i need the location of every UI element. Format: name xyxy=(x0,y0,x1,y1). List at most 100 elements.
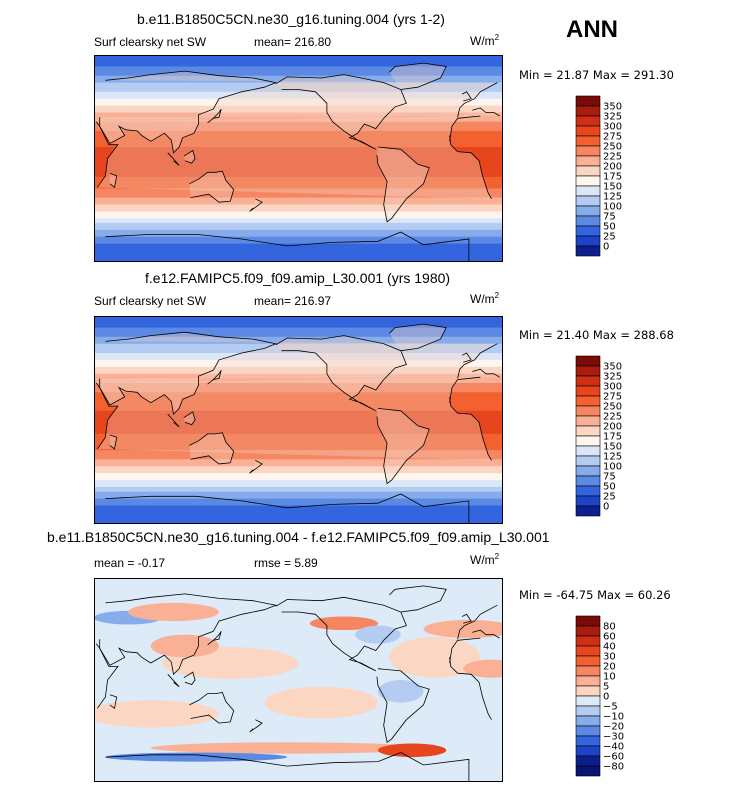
zonal-band xyxy=(94,195,503,199)
zonal-band xyxy=(94,213,503,217)
colorbar-1-swatch-2 xyxy=(575,115,601,127)
diff-anomaly xyxy=(128,602,219,622)
land-tint xyxy=(207,109,222,123)
zonal-band xyxy=(94,401,503,405)
colorbar-1-tick-label: 100 xyxy=(603,202,622,213)
colorbar-1-swatch-6 xyxy=(575,155,601,167)
land-tint xyxy=(249,460,263,474)
zonal-band xyxy=(94,493,503,497)
colorbar-1-swatch-10 xyxy=(575,195,601,207)
units-exponent: 2 xyxy=(494,291,500,300)
zonal-band xyxy=(94,183,503,187)
colorbar-3-swatch-12 xyxy=(575,735,601,747)
colorbar-1-tick-label: 325 xyxy=(603,112,622,123)
coastline xyxy=(389,62,447,90)
zonal-band xyxy=(94,218,503,222)
land-tint xyxy=(183,150,196,164)
zonal-band xyxy=(94,378,503,382)
colorbar-2-tick-label: 25 xyxy=(603,492,616,503)
panel-3-rmse: rmse = 5.89 xyxy=(254,556,318,570)
coastline xyxy=(376,146,430,223)
zonal-band xyxy=(94,167,503,171)
zonal-band xyxy=(94,431,503,435)
zonal-band xyxy=(94,329,503,333)
colorbar-2-tick-label: 350 xyxy=(603,362,622,373)
coastline xyxy=(183,411,196,426)
zonal-band xyxy=(94,482,503,486)
zonal-band xyxy=(94,461,503,465)
zonal-band xyxy=(94,80,503,84)
colorbar-3-swatch-5 xyxy=(575,665,601,677)
land-tint xyxy=(189,171,234,203)
colorbar-3-tick-label: 5 xyxy=(603,682,609,693)
zonal-band xyxy=(94,357,503,361)
colorbar-1-swatch-9 xyxy=(575,185,601,197)
coastline xyxy=(109,173,118,189)
zonal-band xyxy=(94,320,503,324)
zonal-band xyxy=(94,68,503,72)
zonal-band xyxy=(94,153,503,157)
panel-2-units: W/m2 xyxy=(470,291,499,306)
zonal-band xyxy=(94,399,503,403)
colorbar-2-tick-label: 125 xyxy=(603,452,622,463)
map-field-1 xyxy=(94,316,503,524)
land-tint xyxy=(189,432,234,464)
zonal-band xyxy=(94,241,503,245)
zonal-band xyxy=(94,188,503,192)
zonal-band xyxy=(94,459,503,463)
panel-3-units: W/m2 xyxy=(470,552,499,567)
panel-2-field-label: Surf clearsky net SW xyxy=(94,294,207,308)
zonal-band xyxy=(94,216,503,219)
zonal-band xyxy=(94,477,503,481)
land-tint xyxy=(376,147,430,222)
zonal-band xyxy=(94,151,503,155)
colorbar-3-tick-label: −80 xyxy=(603,762,624,773)
colorbar-2-swatch-9 xyxy=(575,445,601,457)
map-frame xyxy=(94,578,503,782)
zonal-band xyxy=(94,172,503,176)
panel-1-mean: mean= 216.80 xyxy=(254,35,332,49)
zonal-band xyxy=(94,239,503,242)
zonal-band xyxy=(94,424,503,428)
zonal-band xyxy=(94,413,503,416)
zonal-band xyxy=(94,89,503,93)
colorbar-3-tick-label: 0 xyxy=(603,692,609,703)
zonal-band xyxy=(94,170,503,173)
units-text: W/m xyxy=(470,34,495,48)
zonal-band xyxy=(94,128,503,132)
colorbar-3-tick-label: −20 xyxy=(603,722,624,733)
zonal-band xyxy=(94,193,503,196)
map-field-2 xyxy=(94,578,503,782)
zonal-band xyxy=(94,140,503,143)
zonal-band xyxy=(94,114,503,118)
zonal-band xyxy=(94,512,503,516)
zonal-band xyxy=(94,489,503,493)
colorbar-2-tick-label: 200 xyxy=(603,422,622,433)
coastline xyxy=(461,613,472,624)
zonal-band xyxy=(94,517,503,520)
colorbar-3-swatch-2 xyxy=(575,635,601,647)
zonal-band xyxy=(94,209,503,212)
zonal-band xyxy=(94,498,503,502)
coastline xyxy=(105,231,470,262)
zonal-band xyxy=(94,94,503,97)
colorbar-1-swatch-4 xyxy=(575,135,601,147)
coastline xyxy=(105,493,470,524)
colorbar-2-swatch-4 xyxy=(575,395,601,407)
colorbar-2-swatch-2 xyxy=(575,375,601,387)
zonal-band xyxy=(94,355,503,359)
coastline xyxy=(99,593,278,676)
coastline xyxy=(99,70,278,154)
zonal-band xyxy=(94,389,503,393)
coastline xyxy=(99,331,278,416)
zonal-band xyxy=(94,204,503,208)
diff-anomaly xyxy=(378,680,424,703)
panel-1-units: W/m2 xyxy=(470,33,499,48)
zonal-band xyxy=(94,105,503,109)
zonal-band xyxy=(94,110,503,114)
units-exponent: 2 xyxy=(494,552,500,561)
diff-anomaly xyxy=(150,742,424,754)
